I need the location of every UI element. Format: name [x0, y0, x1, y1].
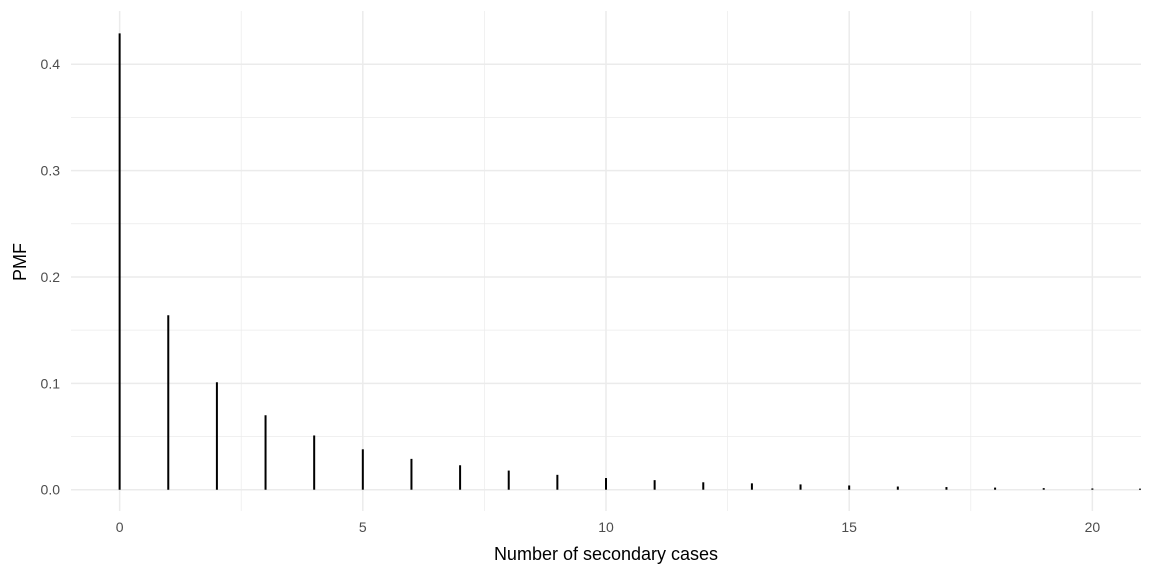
y-tick-label: 0.2 [41, 269, 61, 285]
pmf-bars [118, 33, 1141, 490]
major-gridlines [71, 11, 1141, 511]
x-tick-label: 15 [841, 519, 857, 535]
x-tick-label: 0 [116, 519, 124, 535]
x-tick-label: 10 [598, 519, 614, 535]
y-tick-label: 0.0 [41, 482, 61, 498]
y-tick-label: 0.4 [41, 56, 61, 72]
y-tick-label: 0.3 [41, 163, 61, 179]
y-axis-title: PMF [10, 243, 30, 281]
x-axis-tick-labels: 0 5 10 15 20 [116, 519, 1101, 535]
x-axis-title: Number of secondary cases [494, 544, 718, 564]
y-tick-label: 0.1 [41, 375, 61, 391]
x-tick-label: 5 [359, 519, 367, 535]
y-axis-tick-labels: 0.0 0.1 0.2 0.3 0.4 [41, 56, 61, 498]
x-tick-label: 20 [1085, 519, 1101, 535]
